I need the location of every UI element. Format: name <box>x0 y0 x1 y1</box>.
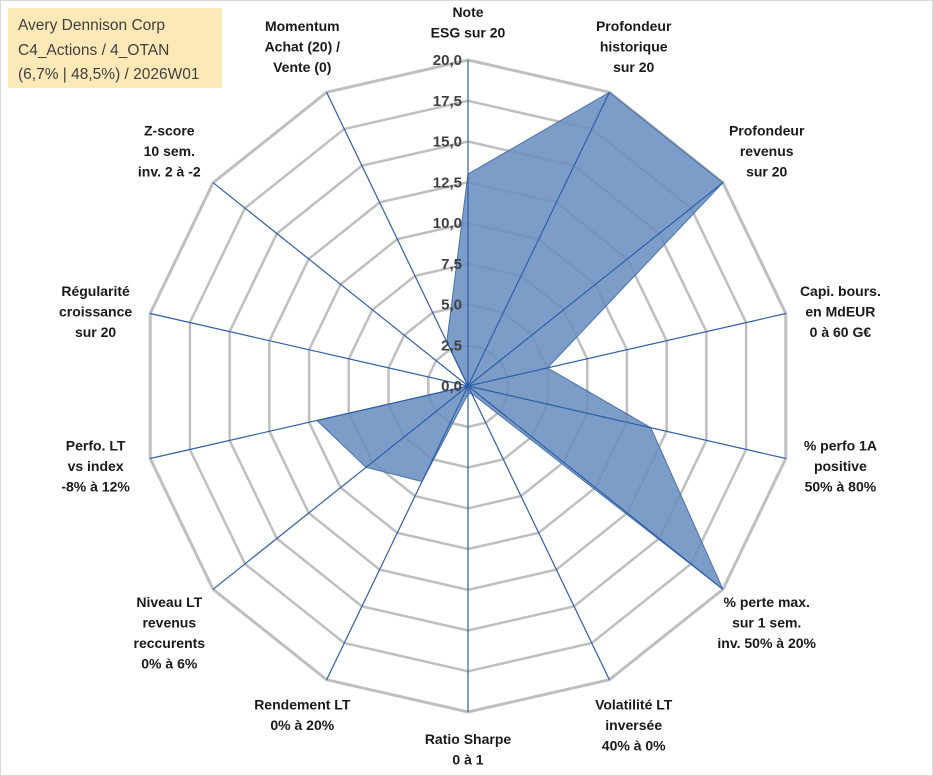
title-line-3: (6,7% | 48,5%) / 2026W01 <box>18 66 200 83</box>
axis-label-group: Profondeur revenus sur 20 <box>729 123 805 180</box>
series-layer <box>315 91 724 590</box>
axis-spoke <box>212 385 469 590</box>
title-line-2: C4_Actions / 4_OTAN <box>18 41 170 59</box>
axis-label-group: Niveau LT revenus reccurents 0% à 6% <box>134 594 206 672</box>
axis-label-group: Profondeur historique sur 20 <box>596 18 672 75</box>
axis-label-group: % perfo 1A positive 50% à 80% <box>804 438 877 495</box>
axis-label-group: Momentum Achat (20) / Vente (0) <box>265 18 341 75</box>
axis-label-group: Z-score 10 sem. inv. 2 à -2 <box>138 123 201 180</box>
axis-label-group: Volatilité LT inversée 40% à 0% <box>595 697 673 754</box>
axis-spoke <box>150 385 469 460</box>
axis-spoke <box>212 182 469 387</box>
axis-label-group: Capi. bours. en MdEUR 0 à 60 G€ <box>800 283 881 340</box>
axis-label: Ratio Sharpe <box>425 731 512 747</box>
axis-label: vs index <box>68 458 124 474</box>
axis-label: inversée <box>605 717 662 733</box>
axis-spoke <box>326 385 469 680</box>
axis-label: inv. 50% à 20% <box>717 635 816 651</box>
tick-label: 7,5 <box>441 256 462 273</box>
axis-label: % perte max. <box>724 594 810 610</box>
axis-label-group: % perte max. sur 1 sem. inv. 50% à 20% <box>717 594 816 651</box>
axis-label: 10 sem. <box>144 143 195 159</box>
axis-label: Note <box>452 4 483 20</box>
tick-label: 2,5 <box>441 337 462 354</box>
axis-spoke <box>467 92 610 387</box>
axis-spoke <box>467 312 786 387</box>
axis-label-group: Perfo. LT vs index -8% à 12% <box>61 438 130 495</box>
axis-label: 0% à 20% <box>270 717 334 733</box>
tick-label: 12,5 <box>433 174 462 191</box>
axis-label: Profondeur <box>596 18 672 34</box>
axis-label: Profondeur <box>729 123 805 139</box>
axis-label: sur 20 <box>613 59 654 75</box>
axis-label: 0 à 60 G€ <box>810 324 872 340</box>
axis-label: 0 à 1 <box>452 752 483 768</box>
series-area <box>315 91 724 590</box>
axis-label: -8% à 12% <box>61 479 130 495</box>
axis-spoke <box>326 92 469 387</box>
axis-label: Vente (0) <box>273 59 331 75</box>
axis-label: en MdEUR <box>805 303 875 319</box>
axis-spoke <box>467 182 724 387</box>
axis-label: 0% à 6% <box>141 656 198 672</box>
axis-label: Niveau LT <box>136 594 202 610</box>
label-layer: Note ESG sur 20 Profondeur historique sur 20… <box>59 4 881 768</box>
axis-spoke <box>467 385 610 680</box>
axis-label: sur 20 <box>746 164 787 180</box>
tick-label: 0,0 <box>441 378 462 395</box>
axis-label: Z-score <box>144 123 195 139</box>
chart-title-box: Avery Dennison Corp C4_Actions / 4_OTAN … <box>8 8 222 88</box>
axis-label: Achat (20) / <box>265 39 341 55</box>
axis-spoke <box>467 385 786 460</box>
axis-label-group: Rendement LT 0% à 20% <box>254 697 351 734</box>
axis-label: Rendement LT <box>254 697 351 713</box>
axis-label: revenus <box>740 143 794 159</box>
tick-label: 15,0 <box>433 134 462 151</box>
axis-label-group: Ratio Sharpe 0 à 1 <box>425 731 512 768</box>
axis-label: inv. 2 à -2 <box>138 164 201 180</box>
axis-label: Volatilité LT <box>595 697 673 713</box>
axis-spoke <box>150 312 469 387</box>
axis-label: % perfo 1A <box>804 438 877 454</box>
axis-label: Régularité <box>61 283 130 299</box>
tick-label: 5,0 <box>441 297 462 314</box>
spoke-layer <box>150 60 786 712</box>
tick-label: 17,5 <box>433 93 462 110</box>
axis-label: Capi. bours. <box>800 283 881 299</box>
axis-label: 40% à 0% <box>602 738 666 754</box>
title-line-1: Avery Dennison Corp <box>18 17 166 34</box>
axis-label: historique <box>600 39 668 55</box>
axis-label: 50% à 80% <box>805 479 877 495</box>
axis-label: croissance <box>59 303 132 319</box>
axis-label: Momentum <box>265 18 340 34</box>
axis-label-group: Note ESG sur 20 <box>431 4 506 41</box>
axis-spoke <box>467 385 724 590</box>
axis-label: sur 20 <box>75 324 116 340</box>
axis-label: reccurents <box>134 635 206 651</box>
tick-label: 20,0 <box>433 52 462 69</box>
axis-label: ESG sur 20 <box>431 25 506 41</box>
tick-label: 10,0 <box>433 215 462 232</box>
axis-label: revenus <box>142 615 196 631</box>
axis-label: positive <box>814 458 867 474</box>
axis-label: sur 1 sem. <box>732 615 801 631</box>
axis-label-group: Régularité croissance sur 20 <box>59 283 132 340</box>
axis-label: Perfo. LT <box>66 438 126 454</box>
tick-layer: 0,0 2,5 5,0 7,5 10,0 12,5 15,0 17,5 20,0 <box>433 52 462 395</box>
